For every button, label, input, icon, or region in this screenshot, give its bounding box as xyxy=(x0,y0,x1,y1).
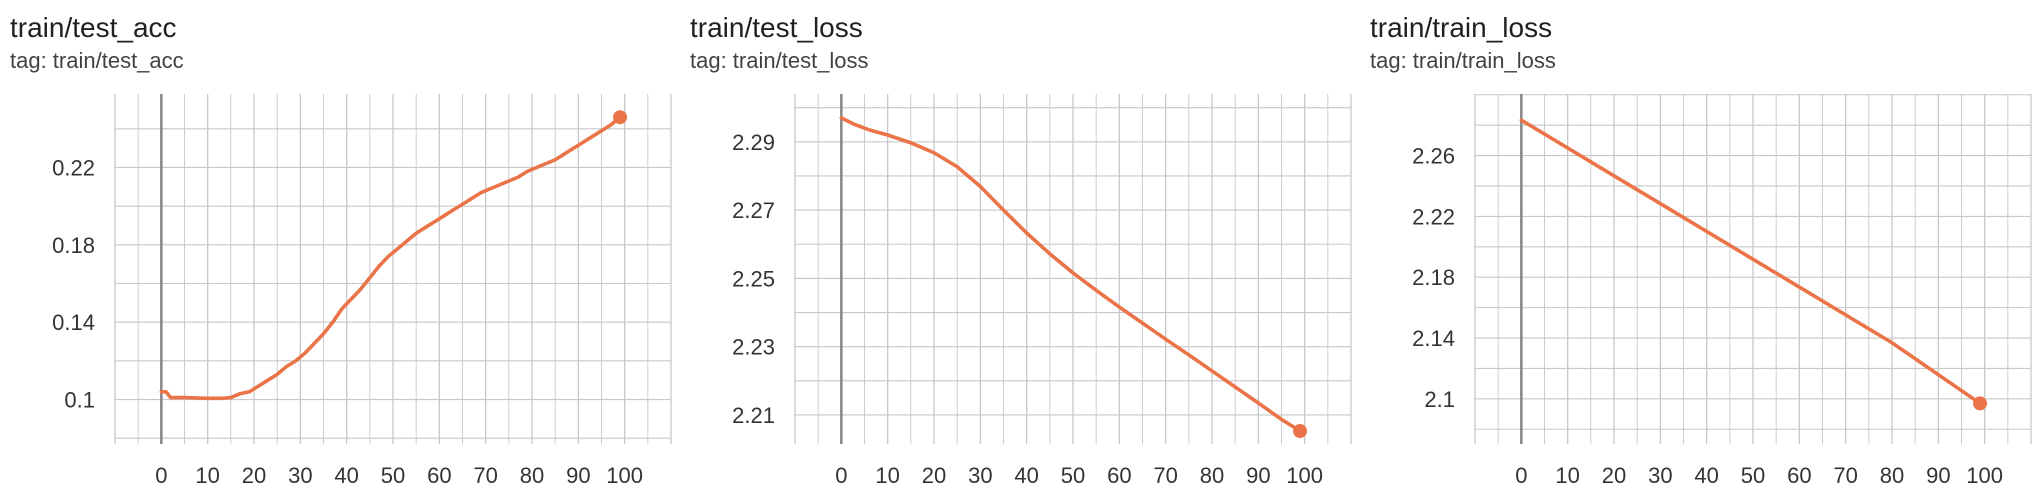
x-tick-label: 50 xyxy=(381,463,405,488)
y-tick-label: 2.29 xyxy=(732,130,775,155)
x-tick-label: 60 xyxy=(1107,463,1131,488)
y-tick-label: 2.23 xyxy=(732,335,775,360)
y-tick-label: 2.27 xyxy=(732,198,775,223)
chart-title: train/test_loss xyxy=(690,12,863,43)
x-tick-label: 30 xyxy=(288,463,312,488)
chart-card-test-acc: train/test_acc tag: train/test_acc 0.1 0.… xyxy=(0,0,680,498)
y-tick-label: 2.25 xyxy=(732,266,775,291)
x-tick-label: 100 xyxy=(606,463,643,488)
y-tick-label: 2.1 xyxy=(1424,387,1455,412)
x-tick-label: 60 xyxy=(1787,463,1811,488)
x-tick-label: 70 xyxy=(1153,463,1177,488)
x-tick-label: 10 xyxy=(195,463,219,488)
chart-plot: 2.1 2.14 2.18 2.22 2.26 0 10 20 30 40 50 60 70 80 90 10… xyxy=(1412,94,2032,488)
chart-tag: tag: train/test_acc xyxy=(10,48,184,73)
chart-title: train/test_acc xyxy=(10,12,177,43)
chart-tag: tag: train/test_loss xyxy=(690,48,869,73)
last-point-marker xyxy=(1973,396,1988,411)
x-tick-label: 30 xyxy=(1648,463,1672,488)
x-tick-label: 80 xyxy=(1880,463,1904,488)
x-tick-label: 70 xyxy=(473,463,497,488)
x-tick-label: 40 xyxy=(1694,463,1718,488)
x-tick-label: 80 xyxy=(520,463,544,488)
series-line xyxy=(159,115,622,401)
x-tick-label: 90 xyxy=(566,463,590,488)
chart-card-test-loss: train/test_loss tag: train/test_loss 2.2… xyxy=(680,0,1360,498)
chart-plot: 2.21 2.23 2.25 2.27 2.29 0 10 20 30 40 50 60 70 80 90 1… xyxy=(732,94,1352,488)
y-tick-label: 0.14 xyxy=(52,310,95,335)
x-tick-label: 40 xyxy=(334,463,358,488)
x-tick-label: 100 xyxy=(1966,463,2003,488)
x-tick-label: 90 xyxy=(1246,463,1270,488)
x-tick-label: 0 xyxy=(155,463,167,488)
chart-tag: tag: train/train_loss xyxy=(1370,48,1556,73)
y-tick-label: 2.18 xyxy=(1412,265,1455,290)
x-tick-label: 0 xyxy=(835,463,847,488)
y-tick-label: 0.1 xyxy=(64,388,95,413)
x-tick-label: 90 xyxy=(1926,463,1950,488)
series-line xyxy=(1519,118,1982,406)
x-tick-label: 100 xyxy=(1286,463,1323,488)
y-tick-label: 0.18 xyxy=(52,233,95,258)
y-tick-label: 0.22 xyxy=(52,155,95,180)
x-tick-label: 50 xyxy=(1741,463,1765,488)
x-tick-label: 50 xyxy=(1061,463,1085,488)
x-tick-label: 20 xyxy=(242,463,266,488)
chart-plot: 0.1 0.14 0.18 0.22 0 10 20 30 40 50 60 70 80 90 100 xyxy=(52,94,672,488)
x-tick-label: 0 xyxy=(1515,463,1527,488)
x-tick-label: 10 xyxy=(1555,463,1579,488)
series-line xyxy=(839,116,1302,433)
y-tick-label: 2.26 xyxy=(1412,144,1455,169)
x-tick-label: 20 xyxy=(922,463,946,488)
x-tick-label: 70 xyxy=(1833,463,1857,488)
x-tick-label: 20 xyxy=(1602,463,1626,488)
last-point-marker xyxy=(1293,424,1308,439)
y-tick-label: 2.22 xyxy=(1412,204,1455,229)
y-tick-label: 2.21 xyxy=(732,403,775,428)
x-tick-label: 10 xyxy=(875,463,899,488)
x-tick-label: 40 xyxy=(1014,463,1038,488)
chart-title: train/train_loss xyxy=(1370,12,1553,43)
x-tick-label: 30 xyxy=(968,463,992,488)
x-tick-label: 80 xyxy=(1200,463,1224,488)
last-point-marker xyxy=(613,110,628,125)
y-tick-label: 2.14 xyxy=(1412,326,1455,351)
x-tick-label: 60 xyxy=(427,463,451,488)
chart-card-train-loss: train/train_loss tag: train/train_loss 2… xyxy=(1360,0,2038,498)
